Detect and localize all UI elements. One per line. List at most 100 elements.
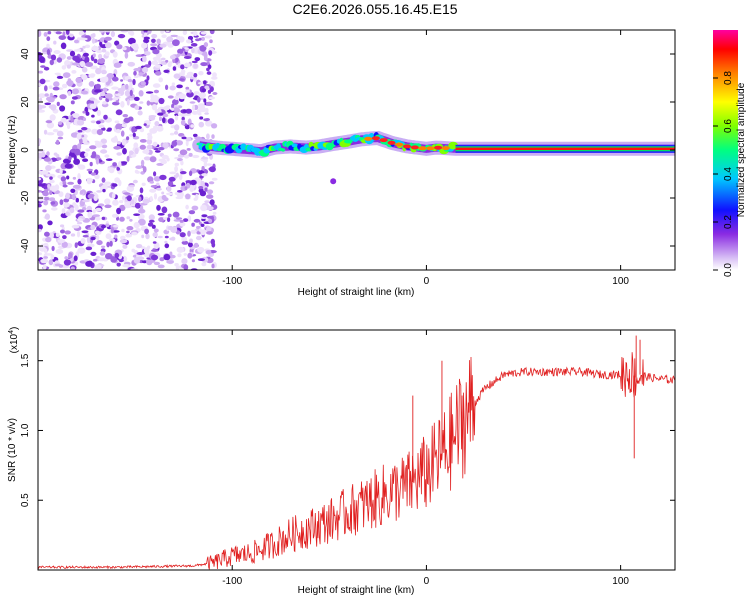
noise-speckle bbox=[76, 221, 83, 225]
noise-speckle bbox=[175, 115, 179, 121]
noise-speckle bbox=[115, 123, 123, 131]
noise-speckle bbox=[107, 167, 115, 172]
noise-speckle bbox=[123, 192, 131, 195]
noise-speckle bbox=[42, 191, 49, 197]
noise-speckle bbox=[157, 213, 165, 216]
noise-speckle bbox=[206, 189, 214, 195]
noise-speckle bbox=[180, 64, 185, 70]
noise-speckle bbox=[76, 119, 85, 126]
noise-speckle bbox=[43, 66, 50, 71]
signal-peak bbox=[379, 138, 388, 143]
y-tick-label: 40 bbox=[20, 48, 31, 60]
noise-speckle bbox=[173, 148, 180, 152]
noise-speckle bbox=[71, 96, 78, 100]
noise-speckle bbox=[38, 195, 45, 202]
noise-speckle bbox=[47, 220, 53, 226]
noise-speckle bbox=[84, 152, 89, 158]
noise-speckle bbox=[142, 149, 150, 154]
noise-speckle bbox=[111, 183, 118, 187]
noise-speckle bbox=[156, 125, 164, 132]
noise-speckle bbox=[79, 190, 84, 195]
noise-speckle bbox=[101, 127, 106, 131]
noise-speckle bbox=[91, 151, 97, 158]
noise-speckle bbox=[148, 149, 153, 155]
noise-speckle bbox=[54, 72, 61, 76]
noise-speckle bbox=[96, 234, 100, 241]
noise-speckle bbox=[192, 154, 200, 159]
noise-speckle bbox=[115, 109, 123, 116]
noise-speckle bbox=[82, 45, 86, 49]
noise-speckle bbox=[176, 246, 185, 253]
signal-peak bbox=[371, 136, 380, 141]
snr-x-label: Height of straight line (km) bbox=[298, 585, 415, 596]
noise-speckle bbox=[212, 72, 217, 78]
noise-speckle bbox=[169, 132, 175, 136]
noise-speckle bbox=[99, 251, 106, 256]
noise-speckle bbox=[58, 191, 64, 198]
x-tick-label: 0 bbox=[424, 276, 430, 287]
noise-speckle bbox=[112, 101, 120, 106]
noise-speckle bbox=[57, 239, 65, 244]
noise-speckle bbox=[163, 69, 170, 74]
noise-speckle bbox=[143, 156, 151, 161]
noise-speckle bbox=[145, 233, 150, 240]
noise-speckle bbox=[159, 174, 167, 181]
noise-speckle bbox=[173, 73, 181, 79]
noise-speckle bbox=[96, 109, 102, 116]
noise-speckle bbox=[153, 242, 160, 250]
noise-speckle bbox=[142, 166, 147, 173]
x-tick-label: -100 bbox=[222, 276, 242, 287]
noise-speckle bbox=[70, 100, 75, 105]
noise-speckle bbox=[45, 120, 53, 124]
noise-speckle bbox=[110, 137, 119, 143]
noise-speckle bbox=[169, 251, 173, 256]
noise-speckle bbox=[146, 258, 153, 266]
noise-speckle bbox=[193, 242, 199, 248]
noise-speckle bbox=[125, 204, 132, 208]
noise-speckle bbox=[105, 158, 113, 161]
noise-speckle bbox=[39, 97, 43, 103]
noise-speckle bbox=[122, 147, 127, 155]
noise-speckle bbox=[166, 260, 175, 264]
noise-speckle bbox=[71, 193, 76, 201]
noise-speckle bbox=[210, 238, 215, 245]
noise-speckle bbox=[135, 125, 142, 130]
noise-speckle bbox=[130, 199, 135, 205]
noise-speckle bbox=[170, 226, 174, 233]
noise-speckle bbox=[192, 104, 195, 111]
noise-speckle bbox=[56, 101, 60, 107]
noise-speckle bbox=[174, 131, 179, 135]
colorbar-tick-label: 0.4 bbox=[723, 167, 734, 181]
noise-speckle bbox=[166, 36, 174, 43]
noise-speckle bbox=[57, 136, 64, 140]
noise-speckle bbox=[56, 57, 63, 63]
noise-speckle bbox=[100, 138, 108, 144]
noise-speckle bbox=[59, 94, 67, 100]
noise-speckle bbox=[200, 229, 206, 236]
noise-speckle bbox=[140, 204, 144, 212]
noise-speckle bbox=[46, 43, 50, 49]
noise-speckle bbox=[113, 145, 122, 150]
noise-speckle bbox=[167, 95, 174, 99]
noise-speckle bbox=[153, 89, 159, 94]
colorbar-ticks: 0.0 0.2 0.4 0.6 0.8 bbox=[713, 71, 734, 277]
noise-speckle bbox=[53, 40, 57, 45]
noise-speckle bbox=[149, 196, 153, 202]
noise-speckle bbox=[109, 240, 113, 247]
noise-speckle bbox=[122, 114, 129, 118]
noise-speckle bbox=[172, 66, 177, 71]
noise-speckle bbox=[72, 184, 81, 189]
noise-speckle bbox=[55, 249, 64, 254]
noise-speckle bbox=[127, 79, 133, 83]
noise-speckle bbox=[112, 230, 120, 233]
noise-speckle bbox=[159, 43, 167, 48]
noise-speckle bbox=[104, 93, 113, 99]
noise-speckle bbox=[140, 214, 145, 218]
noise-speckle bbox=[43, 157, 52, 162]
noise-speckle bbox=[151, 34, 158, 39]
noise-speckle bbox=[152, 49, 160, 55]
noise-speckle bbox=[161, 154, 169, 160]
noise-speckle bbox=[82, 110, 86, 114]
noise-speckle bbox=[177, 48, 184, 54]
noise-speckle bbox=[105, 30, 111, 33]
